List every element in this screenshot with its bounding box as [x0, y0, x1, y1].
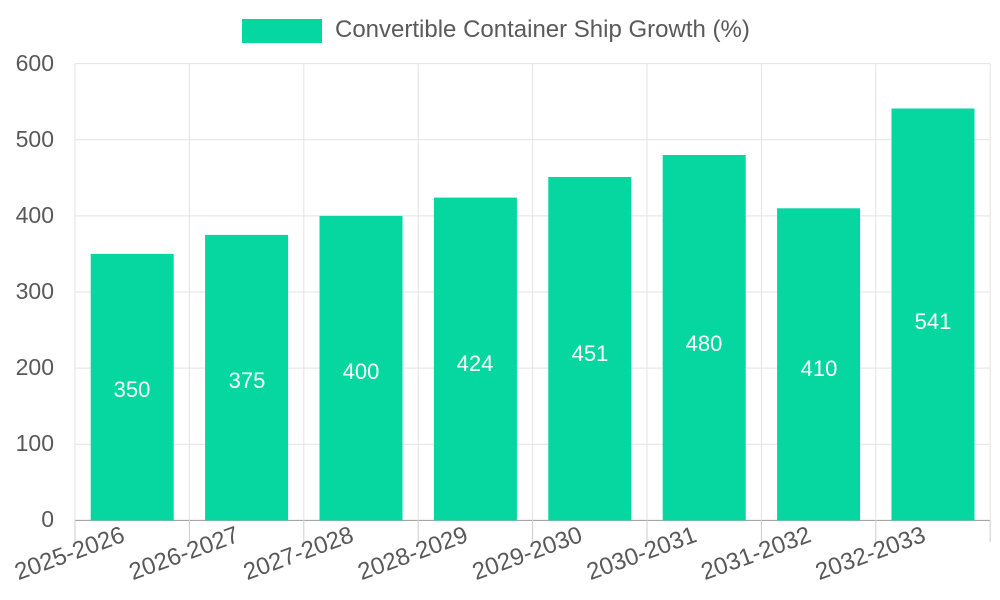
svg-text:Convertible Container Ship Gro: Convertible Container Ship Growth (%): [335, 16, 750, 43]
svg-text:2025-2026: 2025-2026: [11, 521, 128, 586]
svg-text:451: 451: [572, 341, 609, 366]
svg-text:100: 100: [16, 430, 54, 456]
svg-text:500: 500: [16, 126, 54, 152]
svg-text:400: 400: [16, 202, 54, 228]
svg-text:410: 410: [801, 356, 838, 381]
svg-text:350: 350: [114, 377, 151, 402]
svg-text:600: 600: [16, 50, 54, 76]
svg-text:2028-2029: 2028-2029: [354, 521, 471, 586]
svg-text:424: 424: [457, 351, 494, 376]
svg-text:300: 300: [16, 278, 54, 304]
svg-text:200: 200: [16, 354, 54, 380]
svg-text:2030-2031: 2030-2031: [583, 521, 700, 586]
svg-text:2026-2027: 2026-2027: [126, 521, 243, 586]
svg-text:0: 0: [41, 506, 54, 532]
svg-text:480: 480: [686, 331, 723, 356]
svg-text:375: 375: [229, 368, 266, 393]
svg-text:2027-2028: 2027-2028: [240, 521, 357, 586]
svg-text:400: 400: [343, 359, 380, 384]
svg-text:2029-2030: 2029-2030: [469, 521, 586, 586]
svg-text:2032-2033: 2032-2033: [812, 521, 929, 586]
svg-text:2031-2032: 2031-2032: [698, 521, 815, 586]
svg-text:541: 541: [915, 309, 952, 334]
